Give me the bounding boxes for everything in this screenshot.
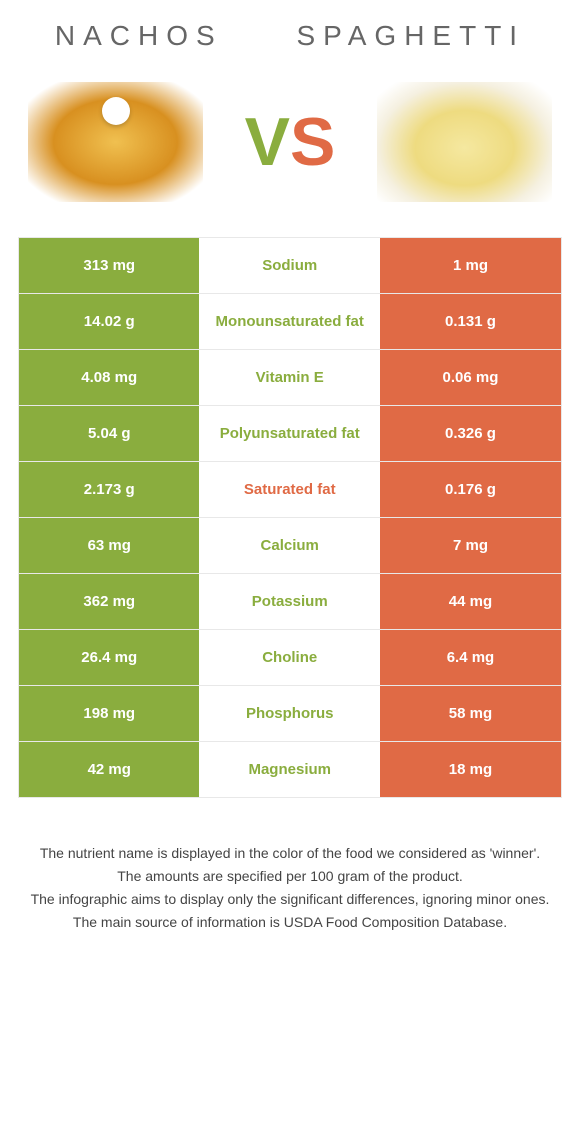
nutrient-label-cell: Calcium [199,518,379,573]
nutrient-label-cell: Monounsaturated fat [199,294,379,349]
footer-line: The infographic aims to display only the… [28,889,552,910]
table-row: 4.08 mgVitamin E0.06 mg [19,349,561,405]
right-value-cell: 0.326 g [380,406,561,461]
nutrient-label-cell: Sodium [199,238,379,293]
nutrient-label-cell: Choline [199,630,379,685]
titles-row: NACHOS SPAGHETTI [18,20,562,52]
left-value-cell: 5.04 g [19,406,199,461]
table-row: 313 mgSodium1 mg [19,237,561,293]
footer-notes: The nutrient name is displayed in the co… [18,843,562,933]
left-value-cell: 198 mg [19,686,199,741]
spaghetti-image [377,82,552,202]
right-value-cell: 7 mg [380,518,561,573]
table-row: 63 mgCalcium7 mg [19,517,561,573]
nutrient-label-cell: Magnesium [199,742,379,797]
nutrient-label-cell: Saturated fat [199,462,379,517]
table-row: 362 mgPotassium44 mg [19,573,561,629]
right-value-cell: 6.4 mg [380,630,561,685]
left-food-title: NACHOS [55,20,223,52]
images-row: V S [18,82,562,202]
table-row: 14.02 gMonounsaturated fat0.131 g [19,293,561,349]
table-row: 42 mgMagnesium18 mg [19,741,561,797]
left-value-cell: 362 mg [19,574,199,629]
nutrient-label-cell: Polyunsaturated fat [199,406,379,461]
right-value-cell: 18 mg [380,742,561,797]
vs-v-letter: V [245,103,290,181]
left-value-cell: 2.173 g [19,462,199,517]
infographic-container: NACHOS SPAGHETTI V S 313 mgSodium1 mg14.… [0,0,580,955]
footer-line: The main source of information is USDA F… [28,912,552,933]
table-row: 198 mgPhosphorus58 mg [19,685,561,741]
table-row: 5.04 gPolyunsaturated fat0.326 g [19,405,561,461]
left-value-cell: 4.08 mg [19,350,199,405]
nutrient-label-cell: Potassium [199,574,379,629]
vs-s-letter: S [290,103,335,181]
right-value-cell: 0.131 g [380,294,561,349]
footer-line: The nutrient name is displayed in the co… [28,843,552,864]
table-row: 26.4 mgCholine6.4 mg [19,629,561,685]
right-food-title: SPAGHETTI [296,20,525,52]
vs-label: V S [245,103,336,181]
footer-line: The amounts are specified per 100 gram o… [28,866,552,887]
left-value-cell: 313 mg [19,238,199,293]
left-value-cell: 26.4 mg [19,630,199,685]
left-value-cell: 42 mg [19,742,199,797]
nutrient-label-cell: Phosphorus [199,686,379,741]
table-row: 2.173 gSaturated fat0.176 g [19,461,561,517]
nachos-image [28,82,203,202]
right-value-cell: 0.176 g [380,462,561,517]
right-value-cell: 1 mg [380,238,561,293]
left-value-cell: 14.02 g [19,294,199,349]
right-value-cell: 0.06 mg [380,350,561,405]
right-value-cell: 44 mg [380,574,561,629]
right-value-cell: 58 mg [380,686,561,741]
comparison-table: 313 mgSodium1 mg14.02 gMonounsaturated f… [18,237,562,798]
nutrient-label-cell: Vitamin E [199,350,379,405]
left-value-cell: 63 mg [19,518,199,573]
